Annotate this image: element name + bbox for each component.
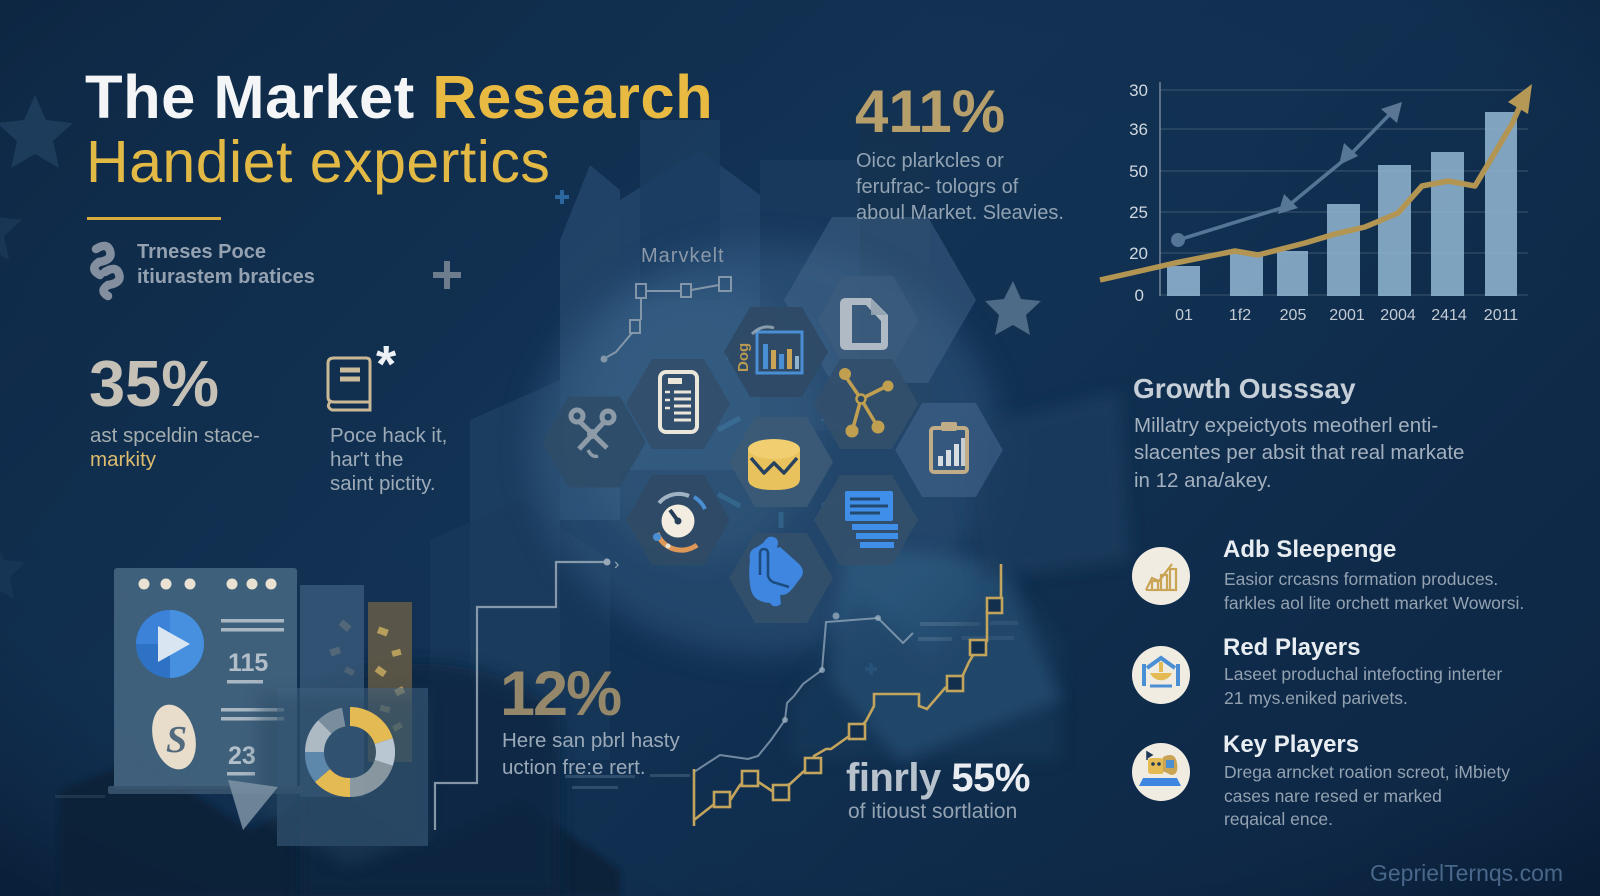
svg-text:2414: 2414 (1431, 307, 1467, 324)
svg-text:23: 23 (228, 742, 256, 770)
svg-text:01: 01 (1175, 307, 1193, 324)
svg-text:50: 50 (1129, 162, 1148, 181)
svg-text:205: 205 (1280, 307, 1307, 324)
svg-text:0: 0 (1135, 286, 1144, 305)
svg-text:*: * (376, 336, 397, 394)
svg-text:S: S (166, 719, 187, 761)
svg-text:20: 20 (1129, 244, 1148, 263)
svg-text:Dog: Dog (735, 343, 752, 372)
svg-text:2004: 2004 (1380, 307, 1416, 324)
svg-text:›: › (614, 556, 619, 573)
svg-text:30: 30 (1129, 81, 1148, 100)
svg-text:2011: 2011 (1484, 307, 1519, 324)
svg-text:36: 36 (1129, 120, 1148, 139)
svg-text:25: 25 (1129, 203, 1148, 222)
svg-text:1f2: 1f2 (1229, 307, 1251, 324)
svg-text:2001: 2001 (1329, 307, 1365, 324)
svg-text:115: 115 (228, 649, 268, 677)
